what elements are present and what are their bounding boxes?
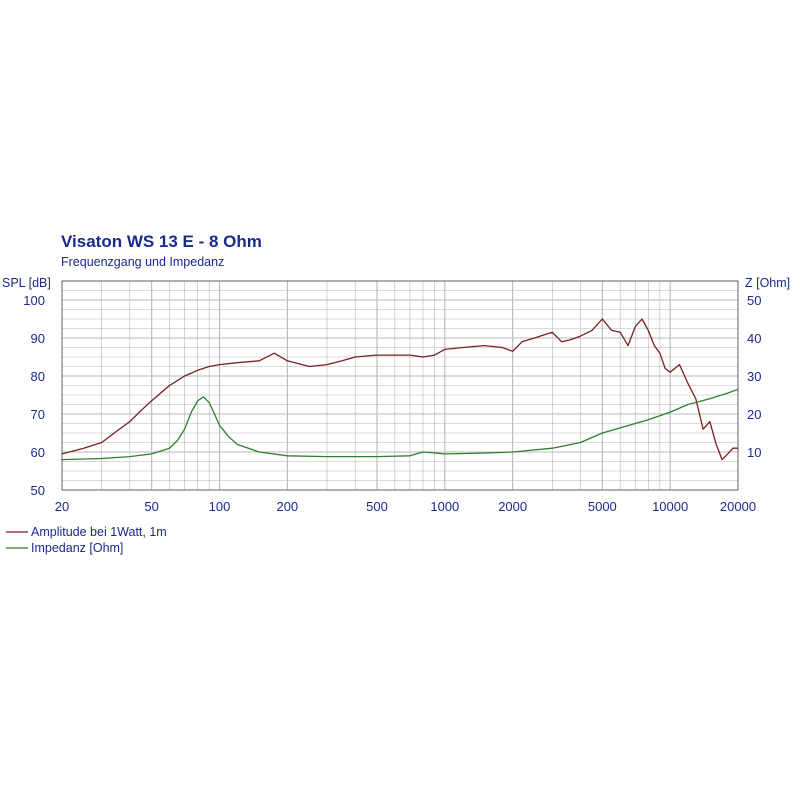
x-tick-label: 2000 (498, 499, 527, 514)
x-tick-label: 20000 (720, 499, 756, 514)
plot-frame (61, 280, 739, 491)
series-group (61, 318, 739, 461)
right-y-tick-label: 40 (747, 331, 761, 346)
grid (62, 281, 738, 490)
x-tick-label: 20 (55, 499, 69, 514)
left-y-tick-label: 80 (31, 369, 45, 384)
x-tick-label: 200 (276, 499, 298, 514)
x-tick-label: 5000 (588, 499, 617, 514)
legend-label-impedance: Impedanz [Ohm] (31, 541, 123, 555)
right-axis-label: Z [Ohm] (745, 276, 790, 290)
amplitude-line (61, 318, 738, 461)
x-tick-label: 1000 (430, 499, 459, 514)
tick-labels: 20 50 100 200 500 1000 2000 5000 10000 20000 50 60 7… (23, 293, 761, 514)
x-tick-label: 50 (144, 499, 158, 514)
left-y-tick-label: 60 (31, 445, 45, 460)
left-y-tick-label: 100 (23, 293, 45, 308)
right-y-tick-label: 20 (747, 407, 761, 422)
legend: Amplitude bei 1Watt, 1m Impedanz [Ohm] (6, 525, 167, 555)
right-y-tick-label: 10 (747, 445, 761, 460)
impedance-line (61, 388, 739, 461)
right-y-tick-label: 50 (747, 293, 761, 308)
x-tick-label: 100 (209, 499, 231, 514)
left-y-tick-label: 50 (31, 483, 45, 498)
x-tick-label: 500 (366, 499, 388, 514)
chart-title: Visaton WS 13 E - 8 Ohm (61, 232, 262, 251)
legend-label-amplitude: Amplitude bei 1Watt, 1m (31, 525, 167, 539)
left-y-tick-label: 70 (31, 407, 45, 422)
left-y-tick-label: 90 (31, 331, 45, 346)
x-tick-label: 10000 (652, 499, 688, 514)
chart-subtitle: Frequenzgang und Impedanz (61, 255, 224, 269)
right-y-tick-label: 30 (747, 369, 761, 384)
left-axis-label: SPL [dB] (2, 276, 51, 290)
